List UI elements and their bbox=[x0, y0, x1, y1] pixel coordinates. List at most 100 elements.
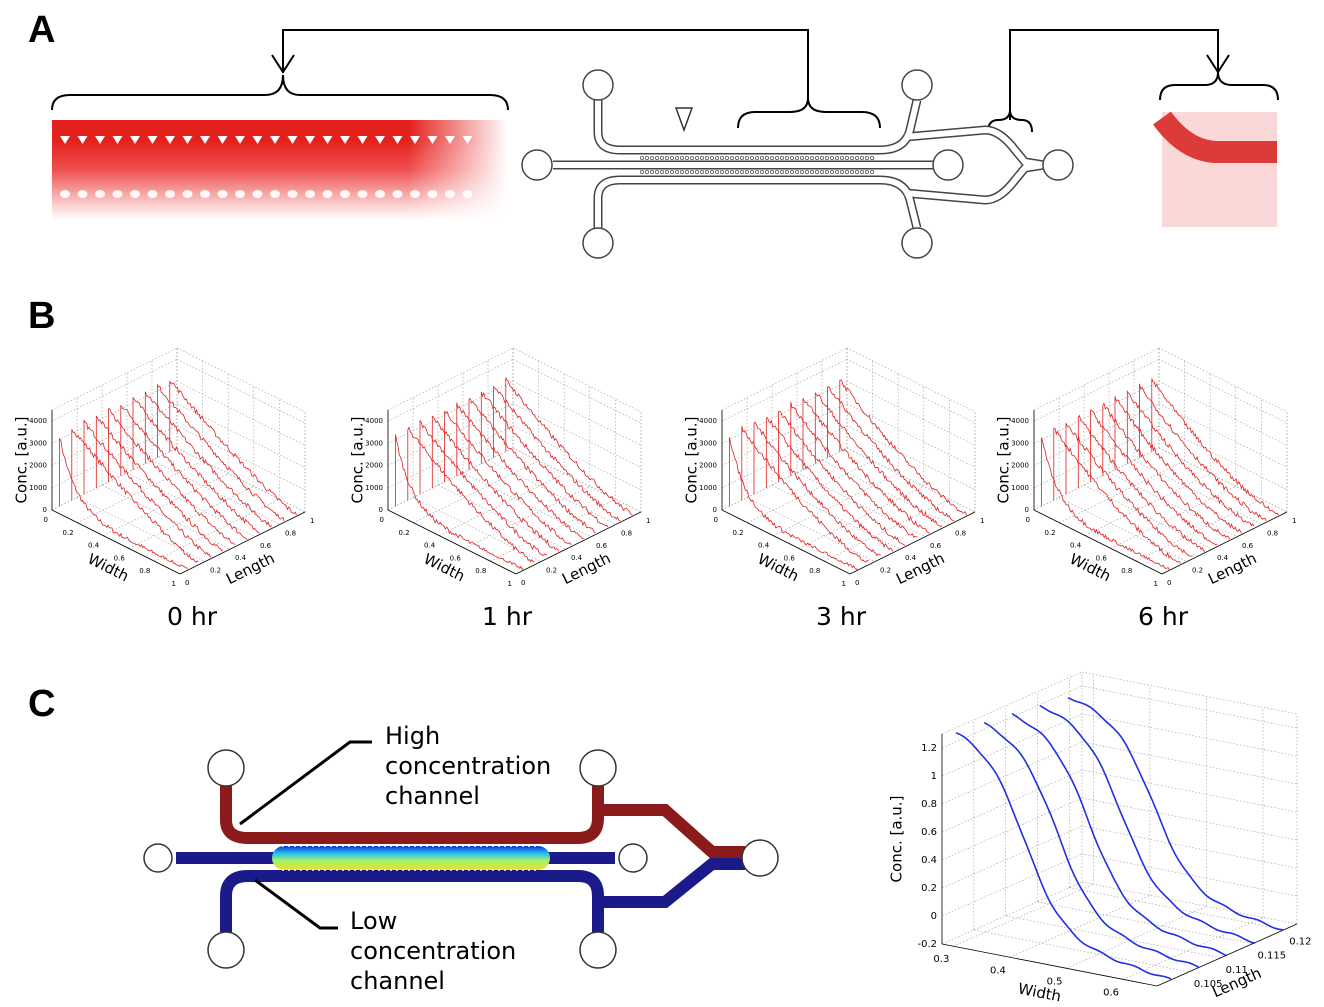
channel bbox=[598, 100, 917, 150]
grid-line bbox=[490, 499, 615, 561]
post bbox=[340, 190, 350, 198]
post bbox=[358, 190, 368, 198]
post bbox=[78, 190, 88, 198]
x-tick-label: 0.2 bbox=[62, 529, 73, 537]
post bbox=[650, 170, 653, 173]
post bbox=[705, 156, 708, 159]
post bbox=[770, 170, 773, 173]
grid-line bbox=[942, 742, 1082, 804]
post bbox=[855, 156, 858, 159]
box-edge bbox=[513, 348, 641, 412]
grid-line bbox=[1082, 686, 1297, 728]
post bbox=[740, 170, 743, 173]
y-tick-label: 1 bbox=[1292, 517, 1296, 525]
grid-line bbox=[1006, 916, 1221, 958]
z-tick-label: 0.6 bbox=[921, 827, 937, 838]
bracket bbox=[52, 75, 508, 110]
figure: A B C H bbox=[0, 0, 1324, 1007]
post bbox=[740, 156, 743, 159]
post bbox=[270, 190, 280, 198]
post bbox=[840, 156, 843, 159]
x-tick-label: 1 bbox=[172, 580, 176, 588]
post bbox=[715, 170, 718, 173]
z-axis-title: Conc. [a.u.] bbox=[995, 417, 1013, 504]
grid-line bbox=[1037, 902, 1252, 944]
post bbox=[795, 156, 798, 159]
post bbox=[130, 190, 140, 198]
z-tick-label: 1000 bbox=[29, 484, 47, 492]
x-tick-label: 0.4 bbox=[758, 542, 770, 550]
post bbox=[745, 156, 748, 159]
x-tick-label: 0.6 bbox=[1103, 987, 1119, 998]
post bbox=[700, 170, 703, 173]
grid-line bbox=[1136, 499, 1261, 561]
plot-3d: 00.20.40.60.8100.20.40.60.81010002000300… bbox=[683, 348, 985, 588]
post bbox=[790, 170, 793, 173]
post bbox=[218, 190, 228, 198]
x-tick-label: 0.2 bbox=[398, 529, 409, 537]
post bbox=[795, 170, 798, 173]
post bbox=[815, 170, 818, 173]
post bbox=[375, 190, 385, 198]
grid-line bbox=[1111, 486, 1236, 548]
y-tick-label: 0.8 bbox=[285, 529, 296, 537]
z-tick-label: 1.2 bbox=[921, 743, 937, 754]
marker bbox=[676, 108, 692, 130]
post bbox=[855, 170, 858, 173]
gradient-region bbox=[272, 846, 550, 870]
port bbox=[1043, 150, 1073, 180]
channel bbox=[598, 864, 745, 902]
post bbox=[785, 170, 788, 173]
profile-curve bbox=[432, 416, 559, 551]
grid-line bbox=[52, 381, 177, 443]
grid-line bbox=[942, 882, 1082, 944]
y-tick-label: 0 bbox=[185, 579, 189, 587]
post bbox=[845, 156, 848, 159]
post bbox=[860, 156, 863, 159]
fluorescence-fade bbox=[52, 120, 508, 220]
box-edge bbox=[847, 348, 975, 412]
post bbox=[695, 170, 698, 173]
grid-line bbox=[773, 474, 898, 536]
z-tick-label: 4000 bbox=[1011, 417, 1029, 425]
bracket bbox=[1160, 72, 1278, 100]
panel-a bbox=[52, 30, 1278, 132]
post bbox=[720, 170, 723, 173]
x-tick-label: 0 bbox=[1026, 516, 1030, 524]
grid-line bbox=[52, 448, 177, 510]
box-edge bbox=[1082, 672, 1297, 714]
y-tick-label: 1 bbox=[980, 517, 984, 525]
profile-curve bbox=[1012, 714, 1227, 956]
post bbox=[745, 170, 748, 173]
grid-line bbox=[388, 381, 513, 443]
post bbox=[780, 156, 783, 159]
post bbox=[655, 156, 658, 159]
grid-line bbox=[942, 826, 1082, 888]
grid-line bbox=[1034, 426, 1159, 488]
post bbox=[235, 190, 245, 198]
port bbox=[742, 840, 778, 876]
pointer bbox=[255, 880, 338, 928]
grid-line bbox=[1082, 714, 1297, 756]
post bbox=[305, 190, 315, 198]
post bbox=[755, 156, 758, 159]
post bbox=[870, 170, 873, 173]
z-tick-label: 1 bbox=[931, 771, 937, 782]
x-tick-label: 0.8 bbox=[809, 567, 820, 575]
channel-wall bbox=[598, 100, 917, 150]
post bbox=[840, 170, 843, 173]
post bbox=[148, 190, 158, 198]
profile-curve bbox=[96, 416, 223, 550]
post bbox=[810, 170, 813, 173]
post bbox=[845, 170, 848, 173]
post bbox=[805, 156, 808, 159]
post bbox=[710, 170, 713, 173]
post bbox=[720, 156, 723, 159]
panel-label: C bbox=[28, 683, 55, 725]
x-tick-label: 1 bbox=[508, 580, 512, 588]
time-label: 6 hr bbox=[1138, 602, 1189, 631]
x-tick-label: 0.8 bbox=[475, 567, 486, 575]
post bbox=[765, 170, 768, 173]
post bbox=[710, 156, 713, 159]
